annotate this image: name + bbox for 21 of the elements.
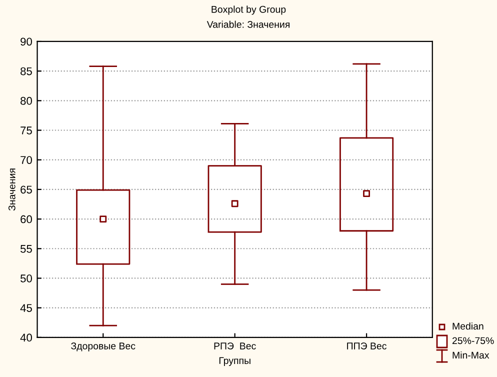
y-tick-label: 80 [20, 96, 32, 105]
y-tick-label: 90 [20, 38, 32, 46]
y-tick-label: 55 [20, 245, 32, 253]
y-tick-label: 60 [20, 215, 32, 224]
y-tick-label: 85 [20, 67, 32, 76]
y-tick-label: 45 [20, 304, 32, 312]
y-axis-title: Значения [8, 168, 16, 211]
y-tick-label: 50 [20, 274, 32, 282]
y-tick-label: 75 [20, 126, 32, 134]
text: Min-Max [452, 351, 490, 359]
text: 25%-75% [452, 337, 494, 344]
chart-title: Boxplot by Group [212, 6, 286, 15]
y-tick-label: 65 [20, 186, 32, 194]
text: Median [452, 322, 484, 330]
y-tick-label: 70 [20, 156, 32, 164]
x-tick-label: ППЭ Вес [347, 342, 386, 350]
chart-subtitle: Variable: Значения [206, 20, 290, 28]
y-tick-label: 40 [20, 334, 32, 342]
x-tick-label: Здоровые Вес [71, 342, 136, 352]
x-axis-title: Группы [219, 357, 250, 366]
x-tick-label: РПЭ Вес [214, 342, 256, 350]
